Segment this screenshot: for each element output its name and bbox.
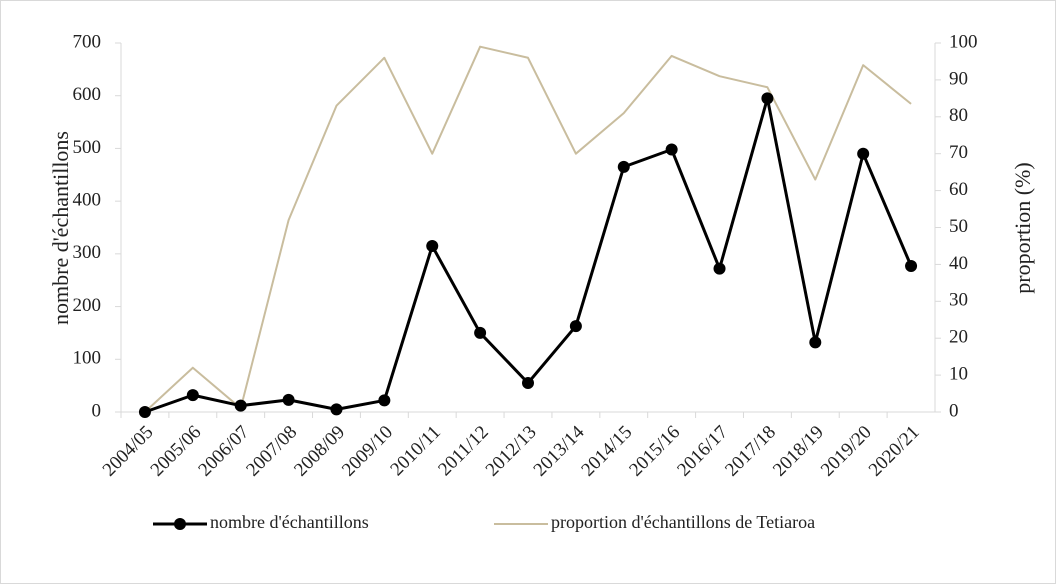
series-marker (378, 394, 391, 407)
series-marker (426, 239, 439, 252)
series-marker (522, 377, 534, 390)
series-marker (186, 389, 199, 402)
legend-marker (174, 518, 186, 530)
series-marker (809, 336, 822, 349)
series-line (144, 45, 912, 413)
y2-tick-label: 50 (949, 216, 968, 237)
y2-tick-label: 20 (949, 327, 968, 348)
y2-tick-label: 100 (949, 31, 978, 52)
y-tick-label: 600 (73, 84, 102, 105)
series-marker (282, 393, 295, 406)
series-marker (138, 406, 151, 418)
y-tick-label: 0 (92, 400, 102, 421)
series-marker (569, 320, 582, 333)
y2-tick-label: 90 (949, 68, 968, 89)
y2-tick-label: 70 (949, 142, 968, 163)
series-marker (234, 399, 247, 412)
series-marker (617, 160, 630, 173)
legend-label: nombre d'échantillons (210, 512, 369, 532)
y-tick-label: 200 (73, 295, 102, 316)
y-tick-label: 500 (73, 137, 102, 158)
y-axis-title: nombre d'échantillons (48, 131, 73, 325)
series-marker (474, 326, 487, 339)
series-marker (761, 92, 774, 105)
series-marker (665, 143, 678, 156)
y-tick-label: 100 (73, 348, 102, 369)
y2-tick-label: 30 (949, 290, 968, 311)
series-marker (713, 262, 726, 275)
y2-tick-label: 60 (949, 179, 968, 200)
series-marker (905, 259, 918, 272)
series-marker (330, 403, 343, 416)
y-tick-label: 700 (73, 31, 102, 52)
legend-label: proportion d'échantillons de Tetiaroa (551, 512, 815, 532)
series-marker (857, 147, 870, 160)
y-tick-label: 300 (73, 242, 102, 263)
y2-tick-label: 40 (949, 253, 968, 274)
y-tick-label: 400 (73, 190, 102, 211)
y2-axis-title: proportion (%) (1010, 162, 1035, 293)
y2-tick-label: 80 (949, 105, 968, 126)
y2-tick-label: 0 (949, 400, 959, 421)
y2-tick-label: 10 (949, 363, 968, 384)
